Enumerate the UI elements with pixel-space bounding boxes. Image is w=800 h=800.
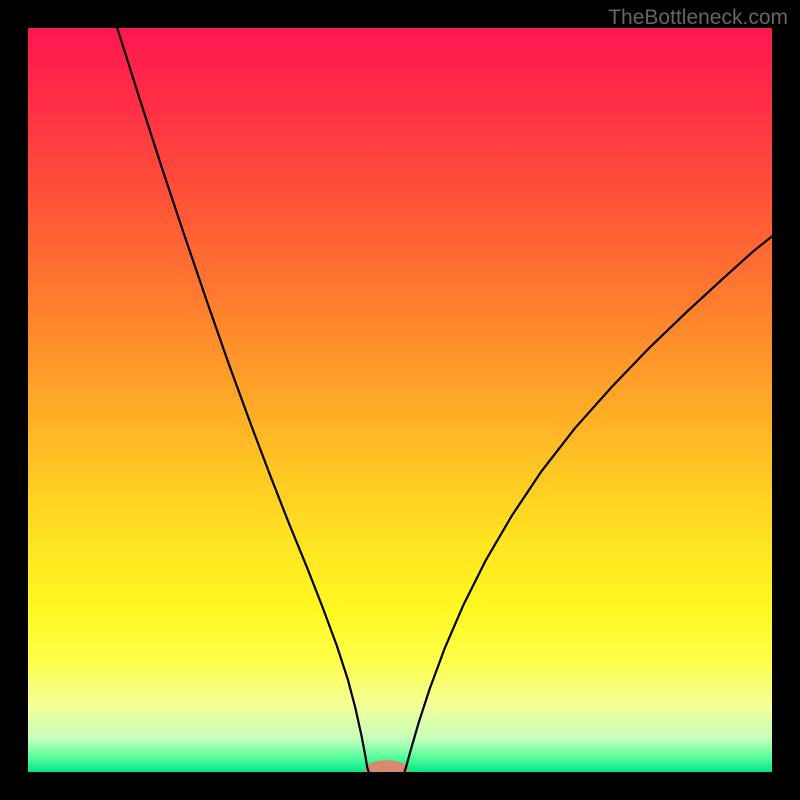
plot-area	[28, 28, 772, 772]
watermark-label: TheBottleneck.com	[608, 6, 788, 30]
gradient-background	[28, 28, 772, 772]
root-container: TheBottleneck.com	[0, 0, 800, 800]
chart-svg	[28, 28, 772, 772]
